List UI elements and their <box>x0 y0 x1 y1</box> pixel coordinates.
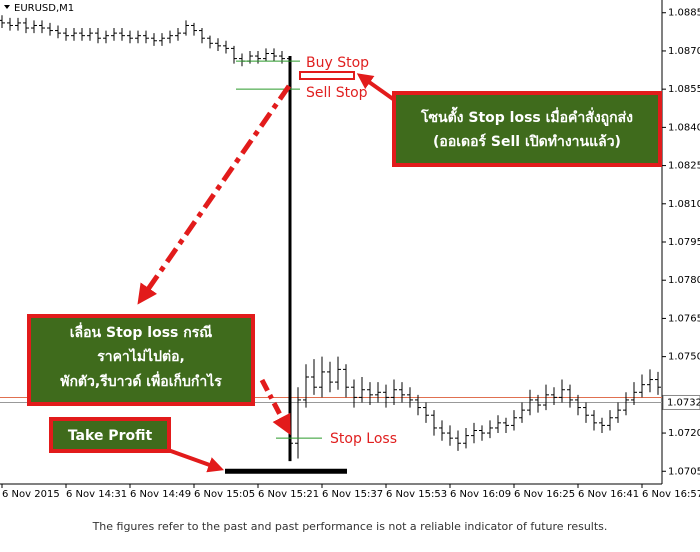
level-label: Stop Loss <box>330 431 397 447</box>
x-tick-label: 6 Nov 2015 <box>2 489 60 500</box>
stop-zone-box <box>299 71 355 80</box>
x-tick-label: 6 Nov 15:53 <box>386 489 447 500</box>
x-tick-label: 6 Nov 16:09 <box>450 489 511 500</box>
dash-arrow <box>259 378 291 436</box>
note-box <box>27 314 255 406</box>
note-text: ราคาไม่ไปต่อ, <box>97 347 185 365</box>
price-box-label: 1.0732 <box>667 397 700 408</box>
symbol-menu-icon <box>4 5 10 9</box>
dash-arrow <box>137 84 292 305</box>
y-tick-label: 1.0720 <box>668 428 700 439</box>
x-tick-label: 6 Nov 14:31 <box>66 489 127 500</box>
note-text: เลื่อน Stop loss กรณี <box>70 322 212 341</box>
x-tick-label: 6 Nov 15:05 <box>194 489 255 500</box>
chart-title: EURUSD,M1 <box>14 3 74 14</box>
note-text: (ออเดอร์ Sell เปิดทำงานแล้ว) <box>433 133 621 150</box>
y-tick-label: 1.0885 <box>668 8 700 19</box>
x-tick-label: 6 Nov 14:49 <box>130 489 191 500</box>
arrow <box>356 73 395 101</box>
y-tick-label: 1.0810 <box>668 199 700 210</box>
y-tick-label: 1.0825 <box>668 161 700 172</box>
y-tick-label: 1.0870 <box>668 46 700 57</box>
disclaimer: The figures refer to the past and past p… <box>92 520 608 533</box>
level-label: Buy Stop <box>306 55 369 71</box>
y-tick-label: 1.0780 <box>668 275 700 286</box>
x-tick-label: 6 Nov 16:41 <box>578 489 639 500</box>
arrow <box>167 448 225 473</box>
price-box <box>662 394 700 410</box>
x-tick-label: 6 Nov 15:37 <box>322 489 383 500</box>
y-tick-label: 1.0705 <box>668 466 700 477</box>
x-tick-label: 6 Nov 15:21 <box>258 489 319 500</box>
note-text: โซนตั้ง Stop loss เมื่อคำสั่งถูกส่ง <box>420 106 633 126</box>
y-tick-label: 1.0795 <box>668 237 700 248</box>
y-tick-label: 1.0750 <box>668 352 700 363</box>
note-box <box>49 417 171 453</box>
note-text: พักตัว,รีบาวด์ เพื่อเก็บกำไร <box>60 371 222 390</box>
x-tick-label: 6 Nov 16:25 <box>514 489 575 500</box>
y-tick-label: 1.0855 <box>668 84 700 95</box>
y-tick-label: 1.0840 <box>668 122 700 133</box>
note-box <box>392 91 662 167</box>
y-tick-label: 1.0765 <box>668 313 700 324</box>
x-tick-label: 6 Nov 16:57 <box>642 489 700 500</box>
level-label: Sell Stop <box>306 85 368 101</box>
level-label: Take Profit <box>68 428 153 444</box>
